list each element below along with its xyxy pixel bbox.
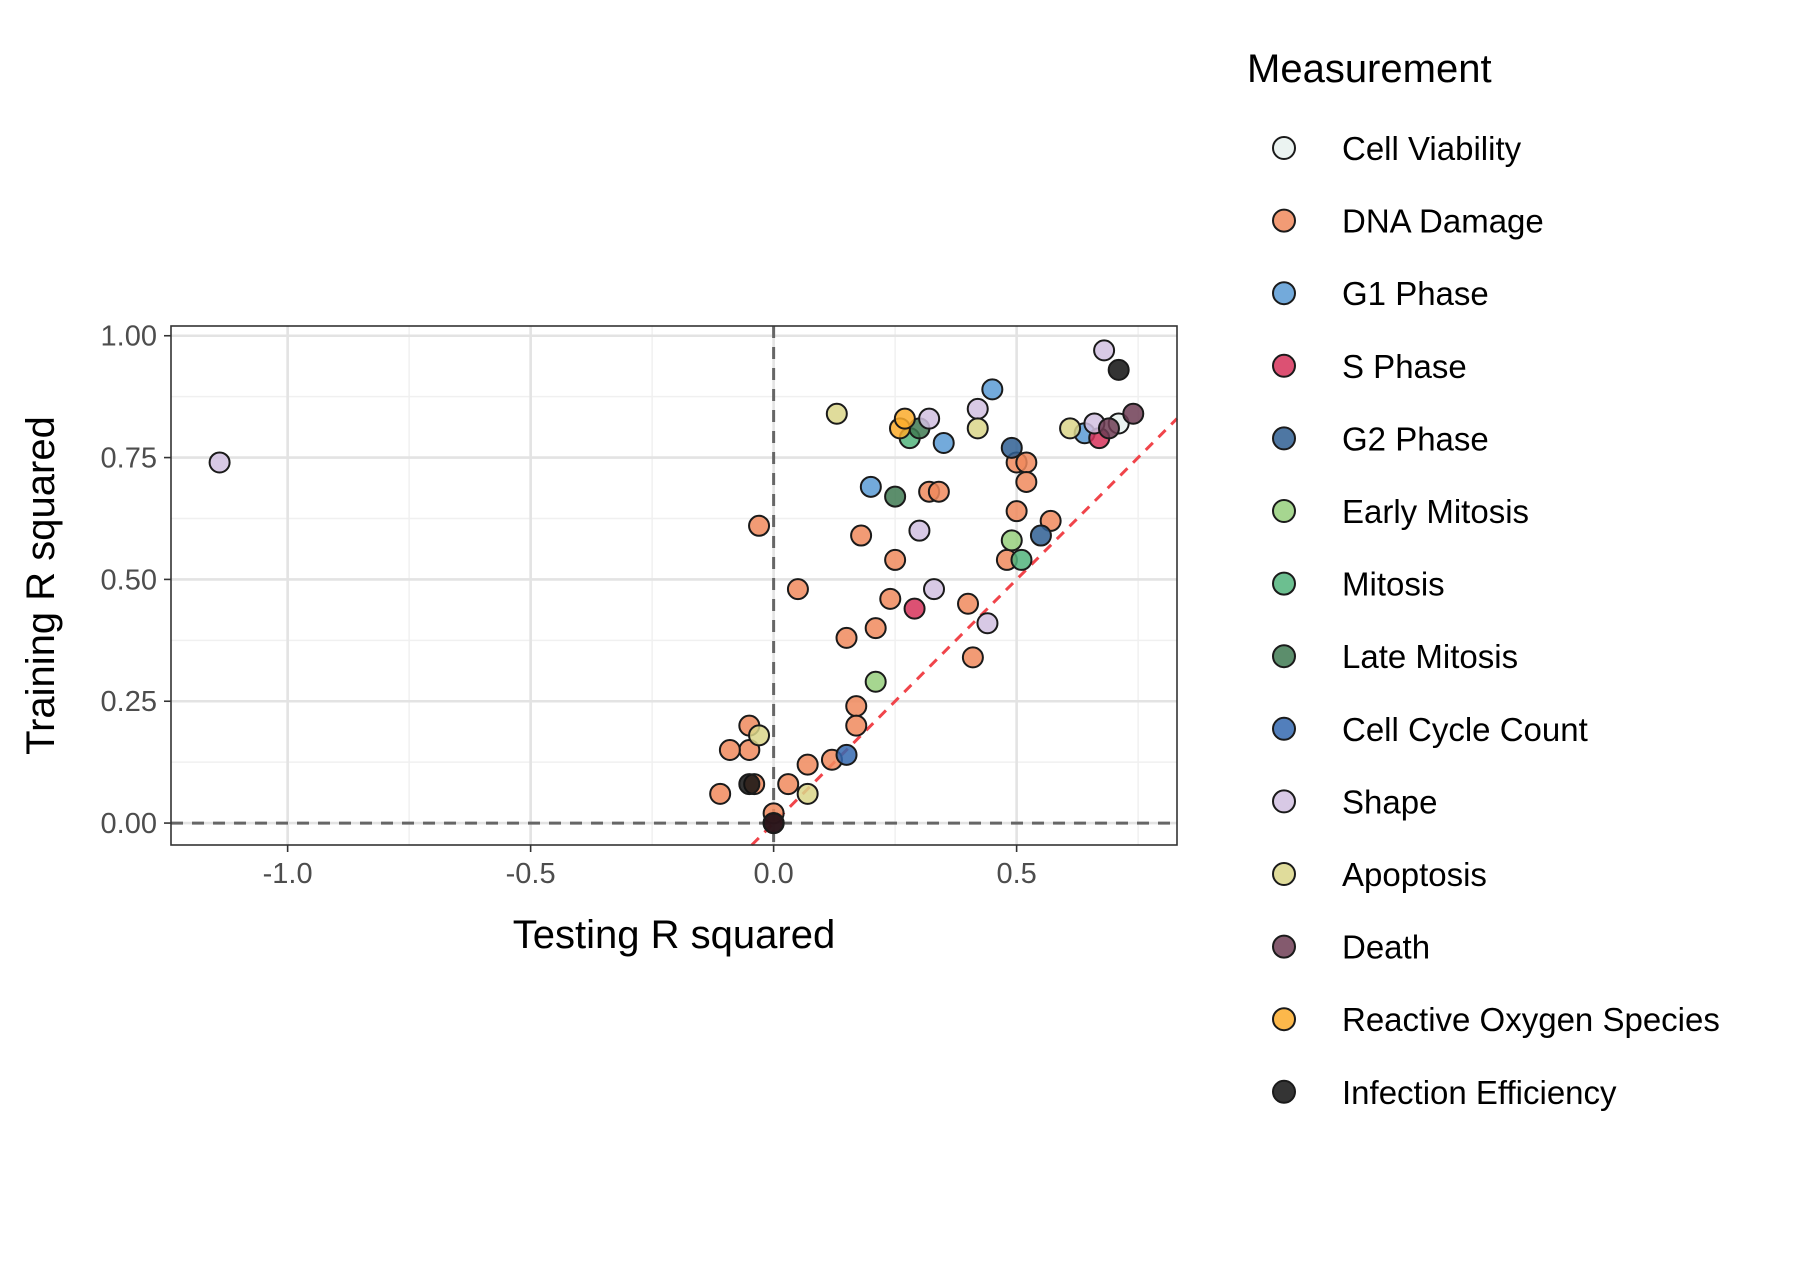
data-point xyxy=(884,485,907,508)
x-tick-label: 0.5 xyxy=(996,858,1036,890)
legend-title: Measurement xyxy=(1247,47,1492,91)
legend-key xyxy=(1272,716,1296,741)
x-axis-title: Testing R squared xyxy=(513,913,835,957)
data-point xyxy=(709,782,732,805)
data-point xyxy=(1015,470,1038,493)
plot-panel-border xyxy=(170,325,1178,846)
data-point xyxy=(879,587,902,610)
legend-key xyxy=(1272,571,1296,596)
y-tick-label: 1.00 xyxy=(101,321,157,353)
data-point xyxy=(1010,548,1033,571)
data-point xyxy=(1122,402,1145,425)
legend-label: Cell Cycle Count xyxy=(1342,711,1588,748)
data-point xyxy=(859,475,882,498)
y-tick-label: 0.25 xyxy=(101,686,157,718)
data-point xyxy=(932,431,955,454)
data-point xyxy=(966,417,989,440)
legend-label: Mitosis xyxy=(1342,566,1445,603)
data-point xyxy=(1107,358,1130,381)
reference-lines xyxy=(171,326,1179,847)
data-point xyxy=(981,378,1004,401)
legend-key xyxy=(1272,499,1296,523)
data-point xyxy=(961,646,984,669)
data-point xyxy=(845,695,868,718)
data-point xyxy=(845,714,868,737)
legend-label: Shape xyxy=(1342,783,1437,820)
legend-key xyxy=(1272,1007,1296,1032)
data-point xyxy=(957,592,980,615)
data-point xyxy=(208,451,231,474)
data-point xyxy=(796,782,819,805)
legend-label: Apoptosis xyxy=(1342,856,1487,893)
data-point xyxy=(835,743,858,766)
legend-label: DNA Damage xyxy=(1342,203,1544,240)
legend-label: Reactive Oxygen Species xyxy=(1342,1001,1720,1038)
y-tick-label: 0.50 xyxy=(101,564,157,596)
data-point xyxy=(777,773,800,796)
data-point xyxy=(796,753,819,776)
data-point xyxy=(976,612,999,635)
data-point xyxy=(903,597,926,620)
data-point xyxy=(718,738,741,761)
legend-label: S Phase xyxy=(1342,348,1467,385)
x-tick-label: -0.5 xyxy=(506,858,556,890)
data-point xyxy=(786,578,809,601)
data-point xyxy=(825,402,848,425)
data-point xyxy=(1059,417,1082,440)
data-point xyxy=(923,578,946,601)
data-point xyxy=(1097,417,1120,440)
data-point xyxy=(864,617,887,640)
legend-label: Death xyxy=(1342,929,1430,966)
legend-key xyxy=(1272,1079,1296,1104)
legend-key xyxy=(1272,789,1296,814)
legend-key xyxy=(1272,281,1296,306)
data-point xyxy=(1000,436,1023,459)
legend-key xyxy=(1272,353,1296,378)
data-point xyxy=(1093,339,1116,362)
legend-label: Cell Viability xyxy=(1342,130,1522,167)
x-tick-label: -1.0 xyxy=(263,858,313,890)
legend-key xyxy=(1272,136,1296,160)
data-point xyxy=(918,407,941,430)
legend-key xyxy=(1272,208,1296,233)
data-point xyxy=(884,548,907,571)
legend-label: Infection Efficiency xyxy=(1342,1074,1617,1111)
data-point xyxy=(1029,524,1052,547)
data-point xyxy=(850,524,873,547)
axis-ticks: -1.0 -0.5 0.0 0.5 0.00 0.25 0.50 0.75 1.00 xyxy=(101,321,1037,890)
data-point xyxy=(738,773,761,796)
y-tick-label: 0.00 xyxy=(101,808,157,840)
data-point xyxy=(748,514,771,537)
legend-key xyxy=(1272,934,1296,959)
legend-label: G2 Phase xyxy=(1342,420,1489,457)
data-point xyxy=(748,724,771,747)
legend: Measurement Cell Viability DNA Damage G1 P… xyxy=(1247,47,1720,1111)
data-point xyxy=(1005,500,1028,523)
legend-label: Early Mitosis xyxy=(1342,493,1529,530)
legend-key xyxy=(1272,426,1296,451)
plot-panel xyxy=(171,326,1177,845)
data-point xyxy=(927,480,950,503)
legend-label: Late Mitosis xyxy=(1342,638,1518,675)
data-point xyxy=(864,670,887,693)
data-point xyxy=(966,397,989,420)
x-tick-label: 0.0 xyxy=(753,858,793,890)
y-tick-label: 0.75 xyxy=(101,443,157,475)
y-axis-title: Training R squared xyxy=(19,416,63,755)
data-points xyxy=(208,339,1145,835)
data-point xyxy=(835,626,858,649)
data-point xyxy=(762,812,785,835)
data-point xyxy=(1000,529,1023,552)
legend-key xyxy=(1272,644,1296,669)
legend-label: G1 Phase xyxy=(1342,275,1489,312)
legend-key xyxy=(1272,862,1296,886)
data-point xyxy=(908,519,931,542)
data-point xyxy=(893,407,916,430)
